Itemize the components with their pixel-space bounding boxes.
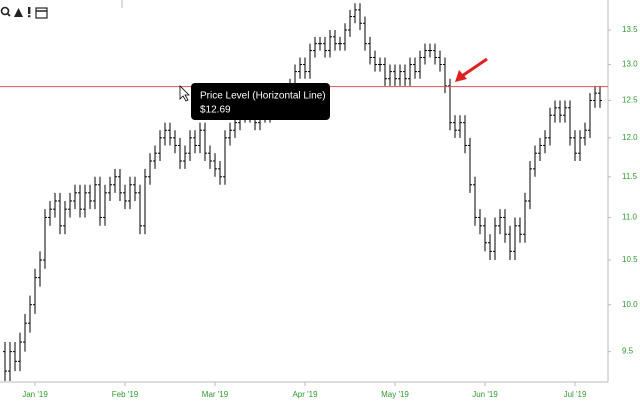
- y-tick-label: 10.5: [622, 255, 638, 264]
- y-tick-label: 13.5: [622, 25, 638, 34]
- y-tick-label: 12.0: [622, 133, 638, 142]
- tooltip-value: $12.69: [200, 105, 231, 116]
- y-tick-label: 12.5: [622, 96, 638, 105]
- zoom-icon-handle: [6, 12, 11, 17]
- y-tick-label: 11.0: [622, 213, 638, 222]
- x-tick-label: Feb '19: [112, 390, 139, 399]
- cursor: [179, 85, 190, 102]
- toolbar: [0, 6, 48, 19]
- calendar-icon[interactable]: [35, 7, 48, 19]
- zoom-icon[interactable]: [0, 6, 10, 16]
- alert-icon[interactable]: [28, 7, 31, 14]
- tooltip: Price Level (Horizontal Line) $12.69: [191, 83, 330, 120]
- x-tick-label: Apr '19: [292, 390, 318, 399]
- x-tick-label: Jan '19: [22, 390, 48, 399]
- alert-icon-dot: [28, 15, 31, 18]
- y-tick-label: 10.0: [622, 300, 638, 309]
- pointer-arrow: [461, 57, 488, 78]
- x-tick-label: May '19: [381, 390, 409, 399]
- y-tick-label: 9.5: [622, 347, 634, 356]
- y-tick-label: 11.5: [622, 172, 638, 181]
- x-tick-label: Jul '19: [564, 390, 587, 399]
- pointer-arrow-head: [455, 70, 467, 82]
- x-tick-label: Jun '19: [472, 390, 498, 399]
- draw-icon[interactable]: [14, 8, 23, 17]
- x-tick-label: Mar '19: [202, 390, 229, 399]
- tooltip-box: [191, 83, 330, 120]
- tooltip-title: Price Level (Horizontal Line): [200, 91, 326, 102]
- y-tick-label: 13.0: [622, 60, 638, 69]
